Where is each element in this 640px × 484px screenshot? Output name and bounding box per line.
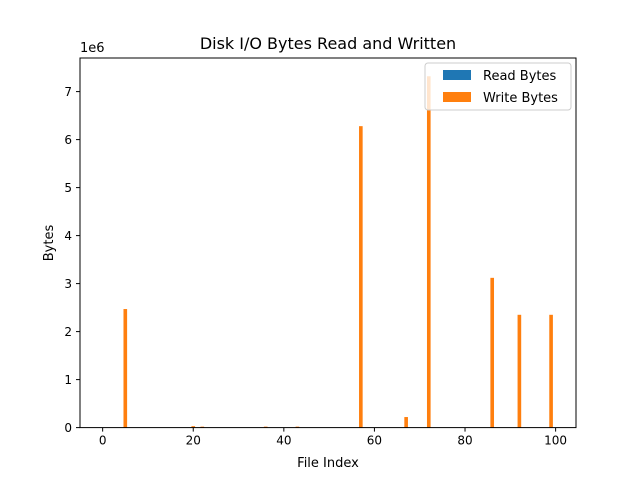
legend-swatch-1 (443, 92, 471, 102)
x-tick-label-1: 20 (186, 434, 201, 448)
x-axis-label: File Index (297, 456, 359, 471)
bar-series-1-point-7 (426, 76, 431, 428)
legend-swatch-0 (443, 70, 471, 80)
y-tick-label-5: 5 (64, 181, 72, 195)
bar-series-1-point-0 (123, 309, 128, 428)
x-tick-label-3: 60 (367, 434, 382, 448)
x-tick-label-0: 0 (99, 434, 107, 448)
legend-label-0: Read Bytes (483, 69, 557, 84)
bar-series-1-point-6 (404, 417, 408, 428)
y-tick-label-7: 7 (64, 85, 72, 99)
bar-series-1-point-10 (549, 314, 553, 428)
y-tick-label-3: 3 (64, 277, 72, 291)
bar-series-1-point-9 (517, 314, 522, 428)
y-axis-label: Bytes (42, 225, 57, 262)
bar-series-1-point-8 (490, 277, 495, 428)
x-tick-label-5: 100 (544, 434, 567, 448)
x-axis: 0 20 40 60 80 100 (99, 427, 567, 448)
chart-title: Disk I/O Bytes Read and Written (200, 34, 456, 53)
bar-series-1-point-5 (359, 126, 363, 428)
y-offset-label: 1e6 (80, 41, 105, 56)
x-tick-label-2: 40 (276, 434, 291, 448)
y-tick-label-6: 6 (64, 133, 72, 147)
x-tick-label-4: 80 (457, 434, 472, 448)
y-tick-label-4: 4 (64, 229, 72, 243)
y-tick-label-2: 2 (64, 325, 72, 339)
y-tick-label-0: 0 (64, 421, 72, 435)
plot-frame (79, 57, 577, 429)
y-axis: 0 1 2 3 4 5 6 7 (64, 85, 80, 435)
legend-label-1: Write Bytes (483, 91, 558, 106)
bar-series-1-point-1 (191, 426, 196, 428)
legend: Read Bytes Write Bytes (424, 62, 572, 111)
y-tick-label-1: 1 (64, 373, 72, 387)
